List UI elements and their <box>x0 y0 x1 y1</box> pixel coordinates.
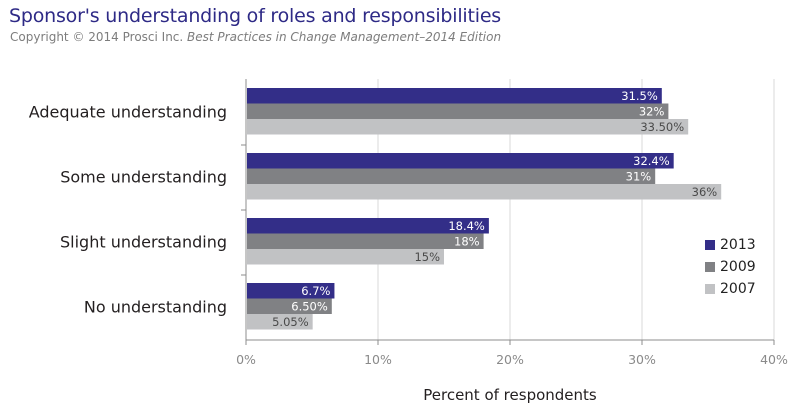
x-tick-label: 30% <box>628 352 656 367</box>
bar-2009 <box>247 298 332 314</box>
legend-swatch-2007 <box>705 284 715 294</box>
data-label-2009: 31% <box>626 170 652 184</box>
data-label-2013: 18.4% <box>448 219 485 233</box>
data-label-2009: 18% <box>454 235 480 249</box>
category-label: No understanding <box>84 297 227 316</box>
data-label-2007: 36% <box>692 185 718 199</box>
bar-2009 <box>247 233 484 249</box>
bar-2007 <box>247 184 722 200</box>
bar-2013 <box>247 283 335 299</box>
legend-label-2009: 2009 <box>720 259 756 275</box>
data-label-2013: 32.4% <box>633 154 670 168</box>
bar-2013 <box>247 153 674 169</box>
x-tick-label: 0% <box>236 352 256 367</box>
bar-2009 <box>247 103 669 119</box>
x-tick-label: 10% <box>364 352 392 367</box>
chart-title: Sponsor's understanding of roles and res… <box>9 5 502 27</box>
data-label-2007: 15% <box>414 250 440 264</box>
data-label-2007: 33.50% <box>640 120 684 134</box>
chart-subtitle: Copyright © 2014 Prosci Inc. Best Practi… <box>10 30 501 44</box>
bar-2013 <box>247 218 489 234</box>
legend-item-2009: 2009 <box>705 256 756 278</box>
bar-2007 <box>247 249 444 265</box>
x-tick-label: 40% <box>760 352 788 367</box>
data-label-2007: 5.05% <box>272 315 309 329</box>
category-label: Some understanding <box>60 167 227 186</box>
copyright-text: Copyright © 2014 Prosci Inc. <box>10 30 184 44</box>
data-label-2013: 6.7% <box>301 284 330 298</box>
legend-swatch-2009 <box>705 262 715 272</box>
legend: 2013 2009 2007 <box>705 234 756 300</box>
data-label-2013: 31.5% <box>621 89 658 103</box>
category-label: Slight understanding <box>60 232 227 251</box>
category-label: Adequate understanding <box>29 102 227 121</box>
bar-2007 <box>247 314 313 330</box>
bar-2007 <box>247 119 689 135</box>
data-label-2009: 32% <box>639 105 665 119</box>
bar-2009 <box>247 168 656 184</box>
legend-label-2013: 2013 <box>720 237 756 253</box>
x-tick-label: 20% <box>496 352 524 367</box>
legend-item-2013: 2013 <box>705 234 756 256</box>
legend-swatch-2013 <box>705 240 715 250</box>
source-text: Best Practices in Change Management–2014… <box>187 30 502 44</box>
x-axis-title: Percent of respondents <box>423 386 597 404</box>
legend-label-2007: 2007 <box>720 281 756 297</box>
data-label-2009: 6.50% <box>291 300 328 314</box>
bar-2013 <box>247 88 662 104</box>
legend-item-2007: 2007 <box>705 278 756 300</box>
